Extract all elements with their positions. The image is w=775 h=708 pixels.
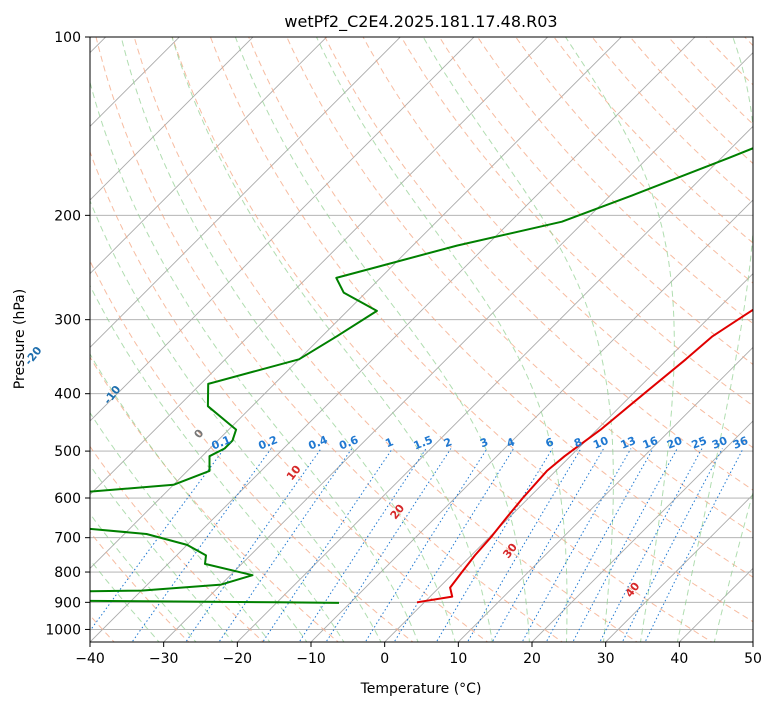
isotherm-line xyxy=(531,420,753,642)
x-tick-label: −20 xyxy=(223,651,253,667)
y-tick-label: 700 xyxy=(54,531,81,547)
mixing-ratio-label: 3 xyxy=(478,435,490,450)
y-tick-label: 400 xyxy=(54,387,81,403)
y-tick-label: 600 xyxy=(54,491,81,507)
isotherm-line xyxy=(310,199,753,642)
x-tick-label: 40 xyxy=(670,651,688,667)
mixing-ratio-label: 36 xyxy=(731,434,750,452)
mixing-ratio-label: 13 xyxy=(619,434,638,452)
x-tick-label: 0 xyxy=(380,651,389,667)
mixing-ratio-line xyxy=(298,448,427,642)
moist-adiabat xyxy=(316,37,568,642)
isotherm-line xyxy=(90,37,696,642)
x-axis-ticks: −40 −30 −20 −10 0 10 20 30 40 50 xyxy=(75,642,762,667)
y-tick-label: 500 xyxy=(54,444,81,460)
moist-adiabat xyxy=(234,37,530,642)
mixing-ratio-label: 30 xyxy=(710,434,729,452)
moist-adiabat xyxy=(90,199,382,642)
mixing-ratio-line xyxy=(325,448,452,642)
isotherm-lines xyxy=(90,37,753,642)
mixing-ratio-line xyxy=(545,448,654,642)
moist-adiabat xyxy=(90,559,160,642)
moist-adiabat xyxy=(120,37,456,642)
moist-adiabat xyxy=(713,490,753,642)
y-tick-label: 200 xyxy=(54,208,81,224)
y-tick-label: 1000 xyxy=(45,622,81,638)
x-tick-label: −40 xyxy=(75,651,105,667)
isotherm-line xyxy=(236,125,753,642)
x-tick-label: 50 xyxy=(744,651,762,667)
moist-adiabat xyxy=(422,37,614,642)
chart-title: wetPf2_C2E4.2025.181.17.48.R03 xyxy=(284,12,557,32)
mixing-ratio-line xyxy=(521,448,632,642)
x-tick-label: 10 xyxy=(449,651,467,667)
isotherm-line xyxy=(457,346,753,642)
temperature-profile xyxy=(416,308,753,604)
y-tick-label: 800 xyxy=(54,565,81,581)
isotherm-line xyxy=(90,37,328,275)
y-axis-ticks: 100 200 300 400 500 600 700 800 900 1000 xyxy=(45,30,90,638)
mixing-ratio-label: 1 xyxy=(383,435,395,450)
mixing-ratio-label: 2 xyxy=(442,435,454,450)
dewpoint-profile xyxy=(90,147,753,604)
mixing-ratio-label: 25 xyxy=(690,434,709,452)
mixing-ratio-line xyxy=(131,448,272,642)
isotherm-line xyxy=(384,273,753,642)
dry-adiabat xyxy=(95,37,564,642)
mixing-ratio-line xyxy=(435,448,553,642)
mixing-ratio-line xyxy=(644,448,744,642)
x-tick-label: −10 xyxy=(296,651,326,667)
moist-adiabat xyxy=(676,37,753,642)
mixing-ratio-label: 8 xyxy=(572,435,584,450)
isotherm-line xyxy=(90,37,549,496)
y-tick-label: 100 xyxy=(54,30,81,46)
mixing-ratio-line xyxy=(262,448,393,642)
dry-adiabat xyxy=(515,37,753,284)
mixing-ratio-line xyxy=(621,448,723,642)
mixing-ratio-label: 10 xyxy=(591,434,610,452)
dry-adiabat xyxy=(209,37,753,623)
plot-frame xyxy=(89,36,754,643)
y-axis-label: Pressure (hPa) xyxy=(12,289,28,389)
dry-adiabat xyxy=(90,259,414,642)
mixing-ratio-line xyxy=(393,448,515,642)
isotherm-line xyxy=(163,52,753,642)
mixing-ratio-line xyxy=(185,448,322,642)
x-tick-label: 30 xyxy=(597,651,615,667)
y-tick-label: 900 xyxy=(54,595,81,611)
y-tick-label: 300 xyxy=(54,313,81,329)
moist-adiabat xyxy=(171,37,493,642)
isotherm-line xyxy=(90,37,401,348)
mixing-ratio-lines xyxy=(90,448,744,642)
x-tick-label: 20 xyxy=(523,651,541,667)
mixing-ratio-line xyxy=(218,448,353,642)
x-axis-label: Temperature (°C) xyxy=(360,681,482,697)
mixing-ratio-line xyxy=(466,448,582,642)
isotherm-line xyxy=(90,37,475,422)
dry-adiabat xyxy=(90,150,489,642)
dry-adiabat xyxy=(133,37,638,642)
isotherm-line xyxy=(605,494,753,642)
isotherm-line xyxy=(90,37,254,201)
moist-adiabat xyxy=(90,80,419,642)
isotherm-line xyxy=(90,37,622,569)
moist-adiabat xyxy=(565,37,675,642)
horizontal-grid xyxy=(90,37,753,630)
profile-series xyxy=(90,147,753,604)
x-tick-label: −30 xyxy=(149,651,179,667)
mixing-ratio-label: 20 xyxy=(665,434,684,452)
mixing-ratio-line xyxy=(364,448,488,642)
mixing-ratio-label: 16 xyxy=(641,434,660,452)
